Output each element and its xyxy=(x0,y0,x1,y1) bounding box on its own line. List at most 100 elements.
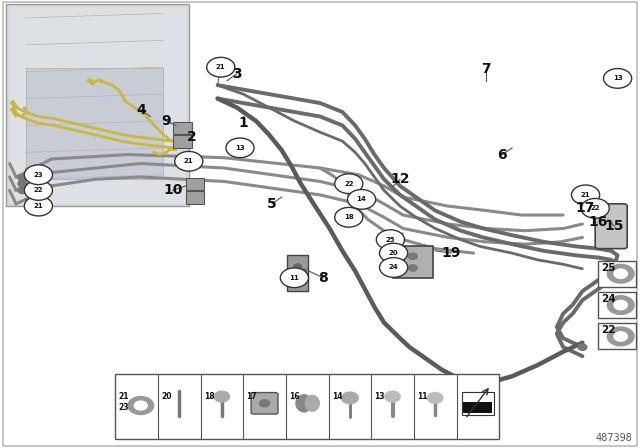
Circle shape xyxy=(280,268,308,288)
Text: 24: 24 xyxy=(388,264,399,271)
Circle shape xyxy=(342,392,358,404)
Ellipse shape xyxy=(296,395,312,412)
Circle shape xyxy=(604,69,632,88)
Text: 17: 17 xyxy=(246,392,257,401)
Bar xyxy=(10,7,186,204)
FancyBboxPatch shape xyxy=(595,204,627,249)
Circle shape xyxy=(226,138,254,158)
Bar xyxy=(6,4,189,206)
Circle shape xyxy=(134,401,147,410)
Circle shape xyxy=(348,190,376,209)
Text: 3: 3 xyxy=(232,67,242,81)
Circle shape xyxy=(335,207,363,227)
Bar xyxy=(463,402,492,413)
Circle shape xyxy=(18,175,27,181)
FancyBboxPatch shape xyxy=(173,135,192,148)
Text: 19: 19 xyxy=(442,246,461,260)
Circle shape xyxy=(24,165,52,185)
Text: 15: 15 xyxy=(605,219,624,233)
Text: 14: 14 xyxy=(356,196,367,202)
Circle shape xyxy=(184,156,193,163)
Text: 487398: 487398 xyxy=(595,433,632,443)
Text: 11: 11 xyxy=(289,275,300,281)
Text: 13: 13 xyxy=(374,392,385,401)
Bar xyxy=(26,68,163,179)
Circle shape xyxy=(578,344,587,350)
Circle shape xyxy=(614,269,627,278)
Text: 22: 22 xyxy=(602,325,616,335)
Text: 21: 21 xyxy=(33,203,44,209)
Text: 22: 22 xyxy=(344,181,353,187)
Text: 16: 16 xyxy=(589,215,608,229)
Text: 20: 20 xyxy=(161,392,172,401)
FancyBboxPatch shape xyxy=(393,246,433,278)
Text: 2: 2 xyxy=(187,129,197,144)
Text: 7: 7 xyxy=(481,62,492,77)
Text: 13: 13 xyxy=(235,145,245,151)
Text: 23: 23 xyxy=(33,172,44,178)
FancyBboxPatch shape xyxy=(251,392,278,414)
Text: 17: 17 xyxy=(576,201,595,215)
Text: 24: 24 xyxy=(602,294,616,304)
Circle shape xyxy=(18,181,27,187)
Text: 12: 12 xyxy=(390,172,410,186)
Circle shape xyxy=(24,196,52,216)
Circle shape xyxy=(239,143,248,150)
FancyBboxPatch shape xyxy=(186,178,205,190)
Circle shape xyxy=(581,198,609,218)
Circle shape xyxy=(408,253,417,259)
Circle shape xyxy=(607,264,634,283)
Circle shape xyxy=(24,181,52,200)
Text: 21
23: 21 23 xyxy=(118,392,129,412)
Text: 20: 20 xyxy=(388,250,399,256)
Circle shape xyxy=(207,57,235,77)
FancyBboxPatch shape xyxy=(186,191,205,203)
Text: 18: 18 xyxy=(344,214,354,220)
Text: 25: 25 xyxy=(602,263,616,272)
Bar xyxy=(598,292,636,318)
Text: 1: 1 xyxy=(238,116,248,130)
Text: 25: 25 xyxy=(386,237,395,243)
Text: 14: 14 xyxy=(332,392,342,401)
Circle shape xyxy=(572,185,600,205)
Text: 5: 5 xyxy=(267,197,277,211)
Text: 6: 6 xyxy=(497,147,508,162)
Text: 11: 11 xyxy=(417,392,428,401)
Circle shape xyxy=(614,301,627,310)
Text: 22: 22 xyxy=(591,205,600,211)
Text: 22: 22 xyxy=(34,187,43,194)
Circle shape xyxy=(428,392,443,403)
Text: 21: 21 xyxy=(184,158,194,164)
Text: 8: 8 xyxy=(318,271,328,285)
Text: 4: 4 xyxy=(136,103,146,117)
FancyBboxPatch shape xyxy=(287,255,308,291)
Text: 16: 16 xyxy=(289,392,300,401)
Circle shape xyxy=(294,277,301,283)
Circle shape xyxy=(175,151,203,171)
Circle shape xyxy=(216,64,225,70)
Text: 10: 10 xyxy=(163,183,182,198)
Circle shape xyxy=(335,174,363,194)
Bar xyxy=(115,374,499,439)
Circle shape xyxy=(294,264,301,269)
Circle shape xyxy=(408,265,417,271)
Circle shape xyxy=(380,243,408,263)
Text: 13: 13 xyxy=(612,75,623,82)
Bar xyxy=(598,323,636,349)
Circle shape xyxy=(607,296,634,314)
Text: 21: 21 xyxy=(216,64,226,70)
Circle shape xyxy=(18,187,27,194)
Circle shape xyxy=(128,396,154,414)
Circle shape xyxy=(259,400,269,407)
Circle shape xyxy=(376,230,404,250)
Circle shape xyxy=(607,327,634,346)
Text: 18: 18 xyxy=(204,392,214,401)
Ellipse shape xyxy=(305,396,319,411)
Text: 9: 9 xyxy=(161,114,172,128)
Bar xyxy=(598,261,636,287)
Text: 21: 21 xyxy=(580,192,591,198)
Circle shape xyxy=(614,332,627,341)
Circle shape xyxy=(214,391,230,402)
FancyBboxPatch shape xyxy=(173,122,192,134)
Circle shape xyxy=(385,391,400,402)
